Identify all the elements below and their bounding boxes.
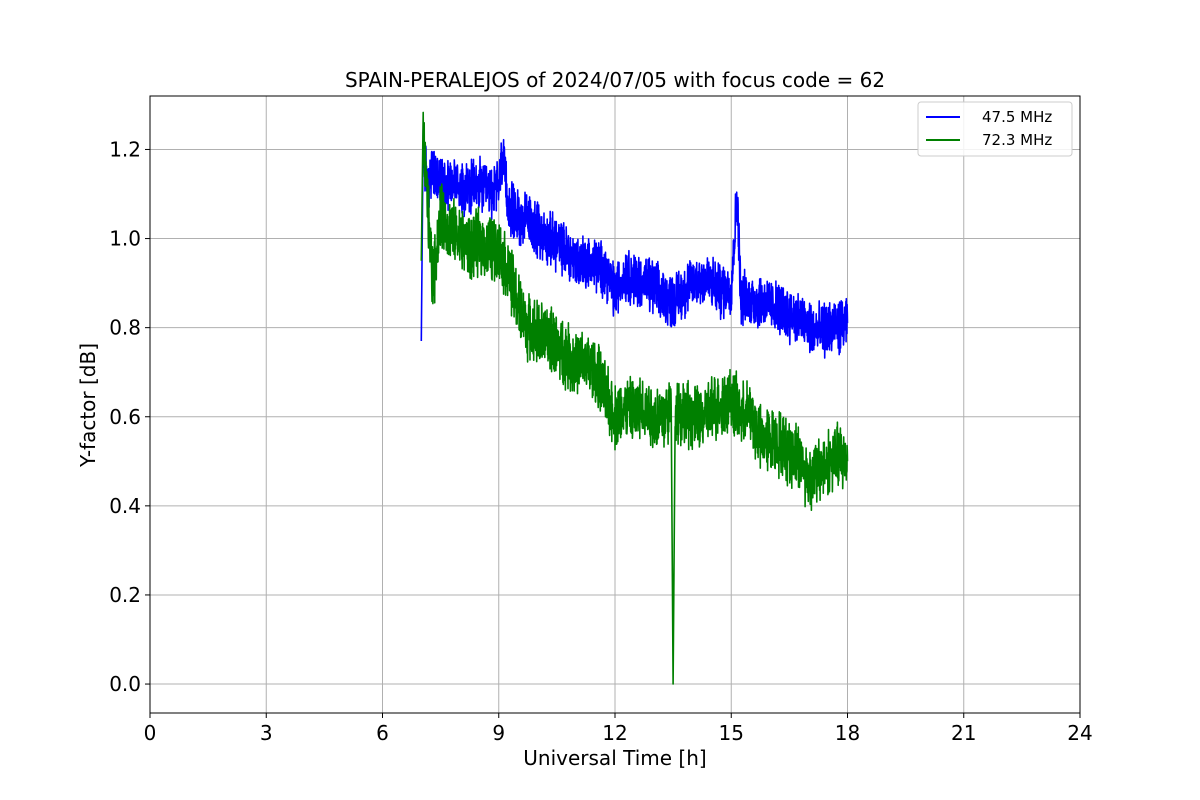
y-tick-label: 0.0 <box>109 672 141 696</box>
y-axis-ticks: 0.0 0.2 0.4 0.6 0.8 1.0 1.2 <box>109 137 150 696</box>
x-tick-label: 6 <box>376 721 389 745</box>
x-tick-label: 18 <box>835 721 860 745</box>
y-tick-label: 1.2 <box>109 137 141 161</box>
y-axis-label: Y-factor [dB] <box>76 343 100 468</box>
y-tick-label: 1.0 <box>109 227 141 251</box>
chart-title: SPAIN-PERALEJOS of 2024/07/05 with focus… <box>345 68 885 92</box>
x-tick-label: 21 <box>951 721 976 745</box>
legend-label-green: 72.3 MHz <box>982 131 1052 149</box>
y-tick-label: 0.4 <box>109 494 141 518</box>
series-line-72-3-mhz <box>420 111 849 685</box>
x-tick-label: 9 <box>492 721 505 745</box>
legend: 47.5 MHz 72.3 MHz <box>917 101 1073 157</box>
x-tick-label: 0 <box>144 721 157 745</box>
y-tick-label: 0.2 <box>109 583 141 607</box>
x-tick-label: 15 <box>719 721 744 745</box>
x-axis-ticks: 0 3 6 9 12 15 18 21 24 <box>144 713 1093 745</box>
x-axis-label: Universal Time [h] <box>523 746 706 770</box>
x-tick-label: 24 <box>1067 721 1092 745</box>
y-tick-label: 0.6 <box>109 405 141 429</box>
x-tick-label: 12 <box>602 721 627 745</box>
series-lines <box>420 111 849 685</box>
series-line-47-5-mhz <box>420 128 849 359</box>
legend-label-blue: 47.5 MHz <box>982 108 1052 126</box>
y-tick-label: 0.8 <box>109 316 141 340</box>
legend-box <box>917 101 1073 157</box>
x-tick-label: 3 <box>260 721 273 745</box>
